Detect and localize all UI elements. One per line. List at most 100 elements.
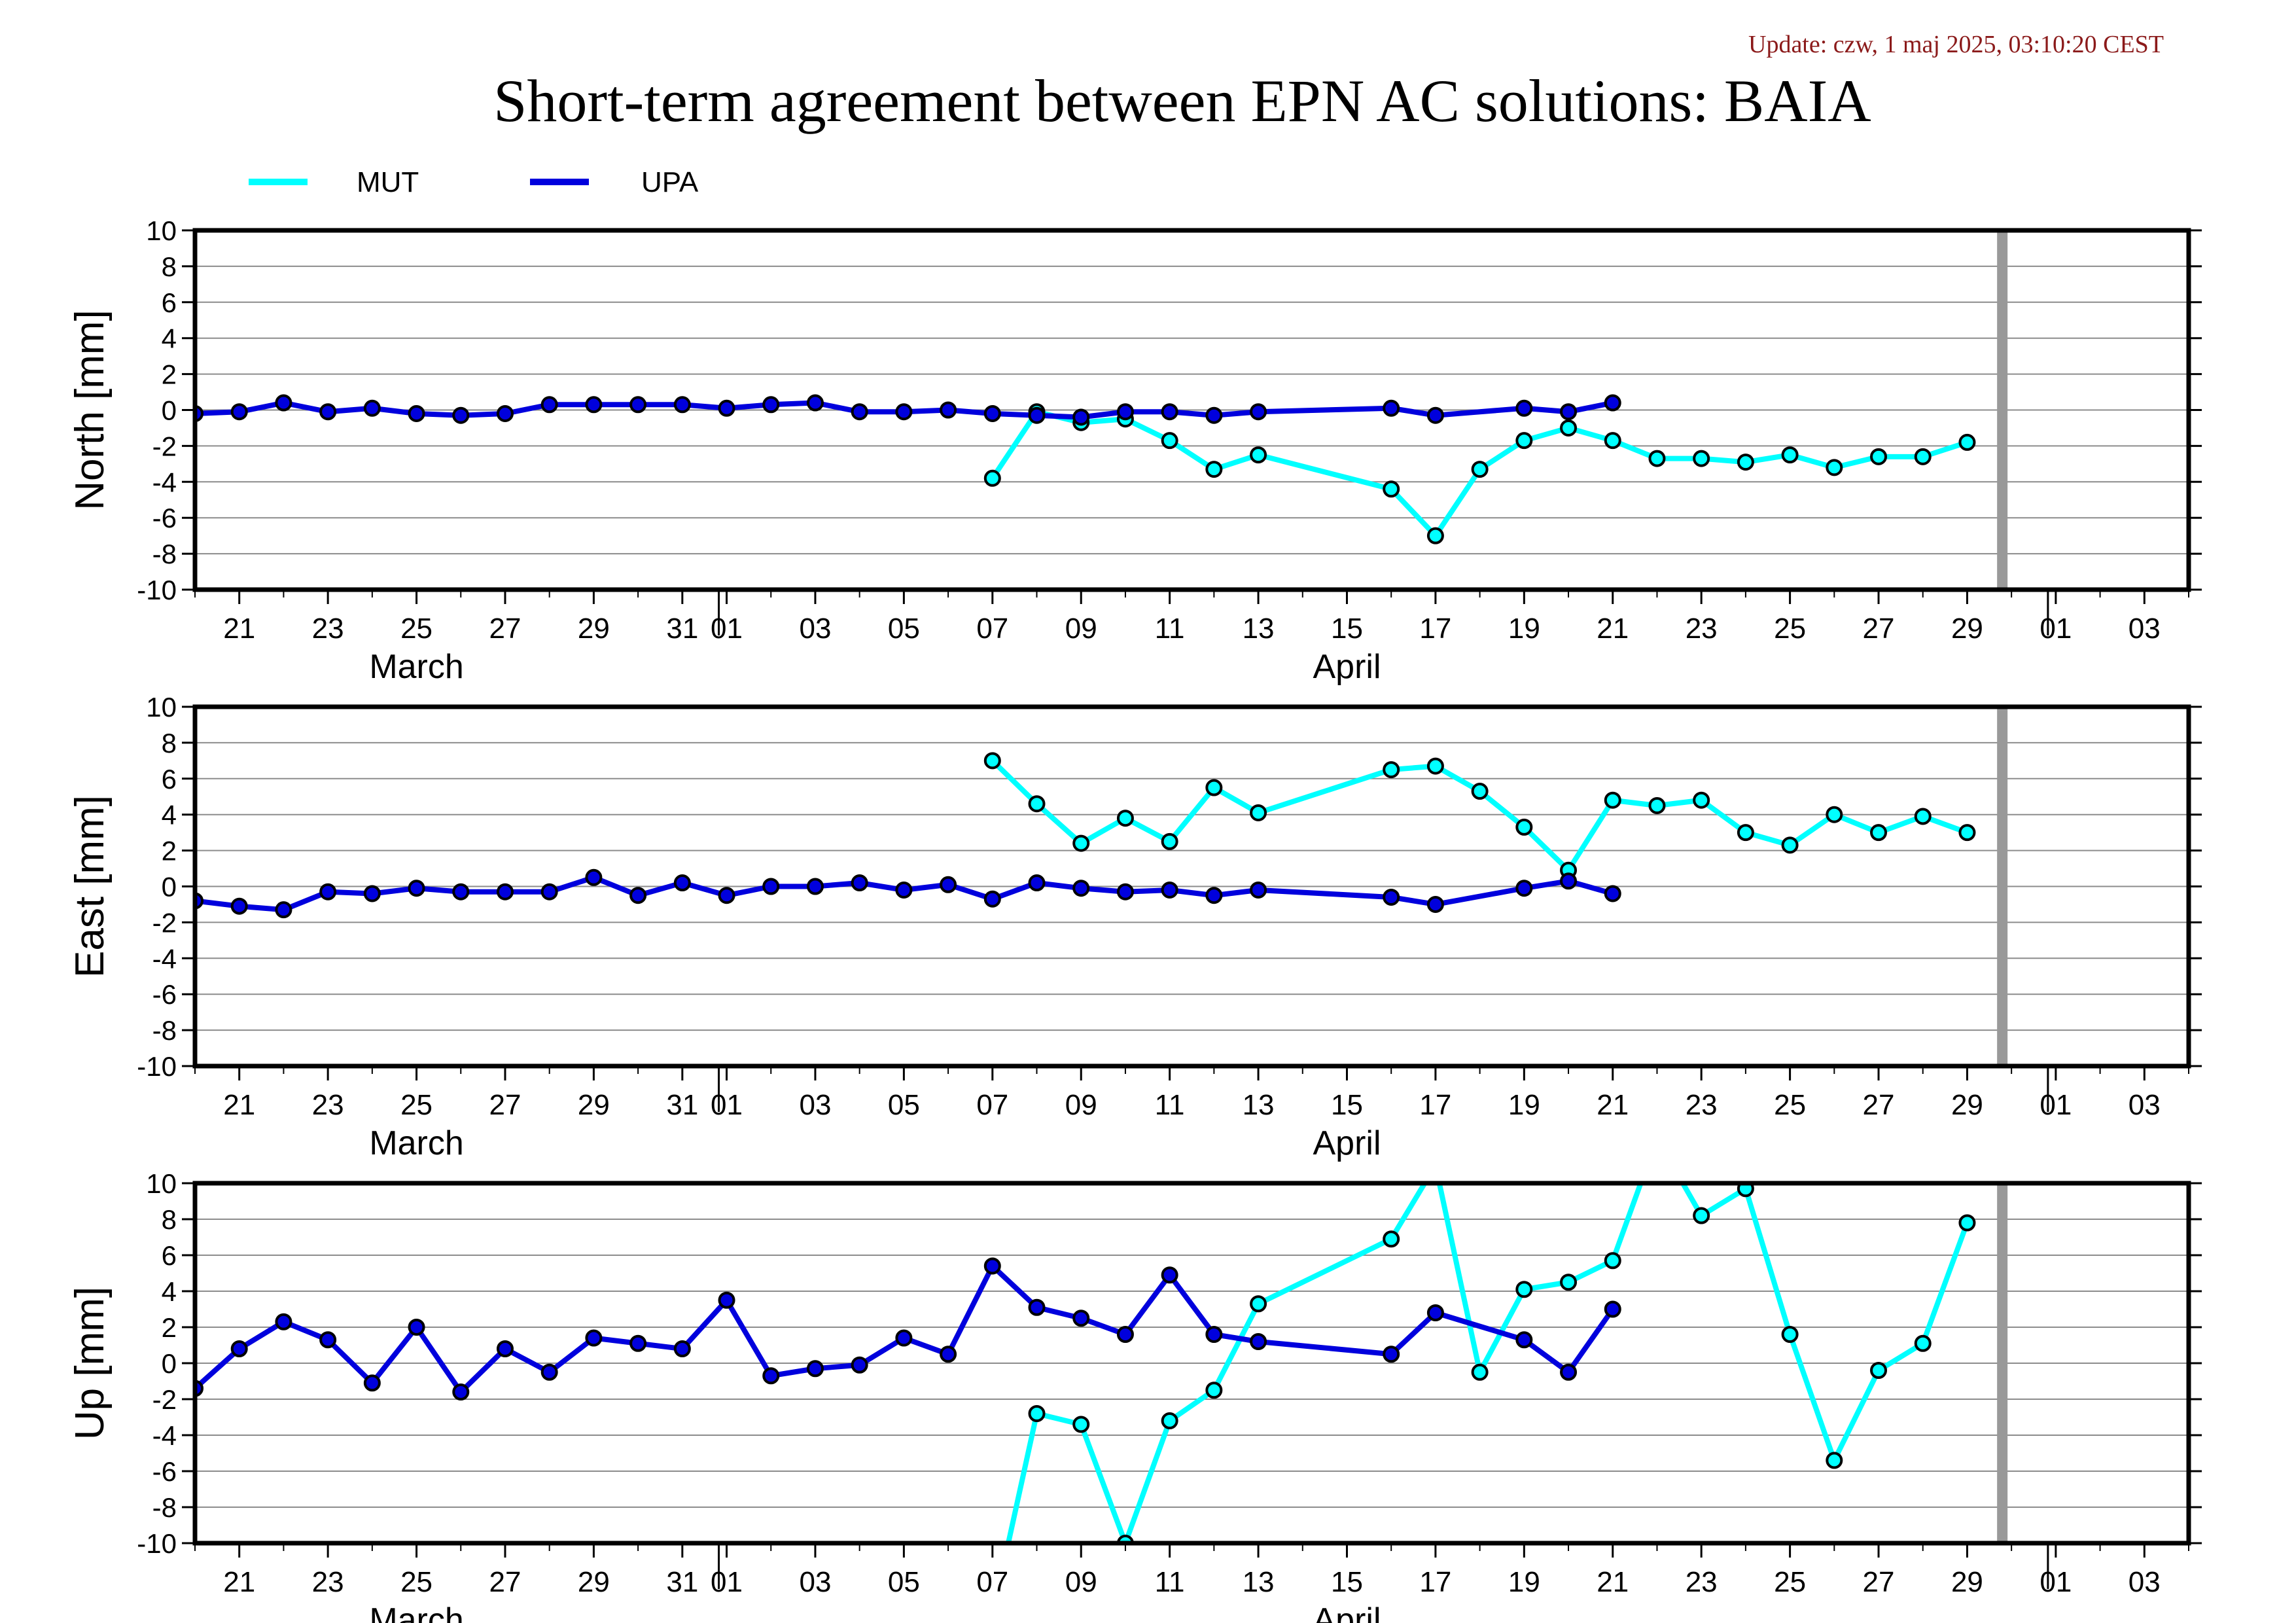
data-point-upa — [1116, 403, 1134, 421]
data-point-mut — [1161, 432, 1178, 450]
data-point-mut — [1958, 1214, 1976, 1232]
x-tick-label: 21 — [1597, 1089, 1629, 1121]
data-point-upa — [452, 406, 470, 424]
x-tick-label: 19 — [1508, 613, 1540, 645]
data-point-mut — [1958, 433, 1976, 451]
data-point-mut — [1648, 450, 1666, 467]
update-timestamp: Update: czw, 1 maj 2025, 03:10:20 CEST — [1748, 31, 2164, 58]
data-point-mut — [983, 752, 1001, 770]
x-tick-label: 21 — [1597, 1566, 1629, 1598]
data-point-upa — [629, 396, 647, 414]
data-point-upa — [540, 1363, 558, 1381]
data-point-mut — [1826, 1452, 1843, 1469]
y-tick-label: 6 — [162, 287, 177, 318]
data-point-mut — [1604, 791, 1621, 809]
data-point-upa — [1205, 1326, 1223, 1343]
y-tick-label: 0 — [162, 395, 177, 426]
y-tick-label: 4 — [162, 1276, 177, 1307]
x-tick-label: 23 — [1686, 1566, 1718, 1598]
data-point-upa — [718, 1291, 735, 1309]
plot-frame — [192, 228, 2191, 592]
legend-label-upa: UPA — [641, 166, 699, 198]
data-point-upa — [452, 1383, 470, 1400]
x-tick-label: 21 — [223, 1566, 255, 1598]
series-upa — [195, 394, 1621, 426]
data-point-upa — [983, 890, 1001, 908]
data-point-upa — [851, 874, 868, 892]
data-point-upa — [585, 1329, 603, 1347]
y-tick-label: -2 — [152, 431, 177, 461]
data-point-mut — [1693, 1207, 1710, 1224]
x-tick-label: 31 — [666, 1566, 698, 1598]
x-tick-label: 11 — [1155, 1089, 1185, 1121]
x-tick-label: 21 — [223, 1089, 255, 1121]
data-point-upa — [1072, 408, 1090, 426]
data-point-upa — [1161, 1266, 1178, 1284]
plot-frame — [192, 1181, 2191, 1546]
data-point-upa — [1515, 880, 1533, 897]
data-point-upa — [762, 396, 780, 414]
data-point-upa — [1560, 872, 1578, 890]
data-point-upa — [1383, 888, 1400, 906]
x-tick-label: 17 — [1419, 613, 1451, 645]
data-point-mut — [1560, 419, 1578, 437]
data-point-mut — [1471, 1363, 1489, 1381]
data-point-mut — [1737, 824, 1754, 842]
series-upa — [195, 1257, 1621, 1400]
data-point-upa — [1072, 1310, 1090, 1327]
x-tick-label: 03 — [799, 613, 831, 645]
y-tick-label: 4 — [162, 800, 177, 830]
legend-label-mut: MUT — [357, 166, 419, 198]
plot-frame — [192, 704, 2191, 1069]
x-tick-label: 17 — [1419, 1089, 1451, 1121]
data-point-upa — [496, 404, 514, 422]
x-tick-label: 29 — [1951, 613, 1983, 645]
x-tick-label: 27 — [1863, 1089, 1895, 1121]
month-label: April — [1313, 1601, 1381, 1623]
x-tick-label: 27 — [489, 613, 521, 645]
data-point-upa — [673, 874, 691, 892]
data-point-upa — [1604, 394, 1621, 412]
y-tick-label: -8 — [152, 1492, 177, 1523]
data-point-mut — [1781, 446, 1799, 464]
data-point-upa — [230, 897, 248, 915]
x-tick-label: 27 — [489, 1566, 521, 1598]
data-point-mut — [1870, 1362, 1888, 1379]
x-tick-label: 13 — [1243, 1566, 1275, 1598]
data-point-upa — [1205, 406, 1223, 424]
data-point-mut — [1205, 779, 1223, 796]
x-tick-label: 25 — [400, 1089, 433, 1121]
x-tick-label: 13 — [1243, 1089, 1275, 1121]
series-mut — [983, 752, 1976, 879]
data-point-mut — [1028, 795, 1046, 813]
y-tick-label: 6 — [162, 1240, 177, 1271]
x-tick-label: 17 — [1419, 1566, 1451, 1598]
y-tick-label: -10 — [137, 1528, 177, 1559]
data-point-mut — [1870, 448, 1888, 465]
y-tick-label: 8 — [162, 251, 177, 282]
data-point-upa — [940, 401, 957, 419]
x-tick-label: 21 — [1597, 613, 1629, 645]
data-point-mut — [1781, 1326, 1799, 1343]
data-point-upa — [895, 403, 913, 421]
y-tick-label: 2 — [162, 1312, 177, 1343]
data-point-upa — [1383, 1346, 1400, 1363]
data-point-upa — [319, 1331, 337, 1349]
data-point-upa — [718, 399, 735, 417]
data-point-upa — [1028, 406, 1046, 424]
data-point-upa — [762, 878, 780, 895]
x-tick-label: 29 — [578, 1566, 610, 1598]
data-point-upa — [1383, 399, 1400, 417]
x-tick-label: 25 — [1774, 1089, 1806, 1121]
data-point-mut — [1383, 1230, 1400, 1248]
data-point-mut — [1693, 791, 1710, 809]
data-point-mut — [1161, 832, 1178, 850]
x-tick-label: 07 — [976, 1089, 1008, 1121]
data-point-upa — [408, 404, 425, 422]
x-tick-label: 23 — [1686, 1089, 1718, 1121]
data-point-mut — [1737, 1183, 1754, 1198]
y-tick-label: -4 — [152, 943, 177, 974]
series-upa — [195, 868, 1621, 919]
data-point-mut — [1826, 806, 1843, 823]
x-tick-label: 03 — [2128, 613, 2161, 645]
